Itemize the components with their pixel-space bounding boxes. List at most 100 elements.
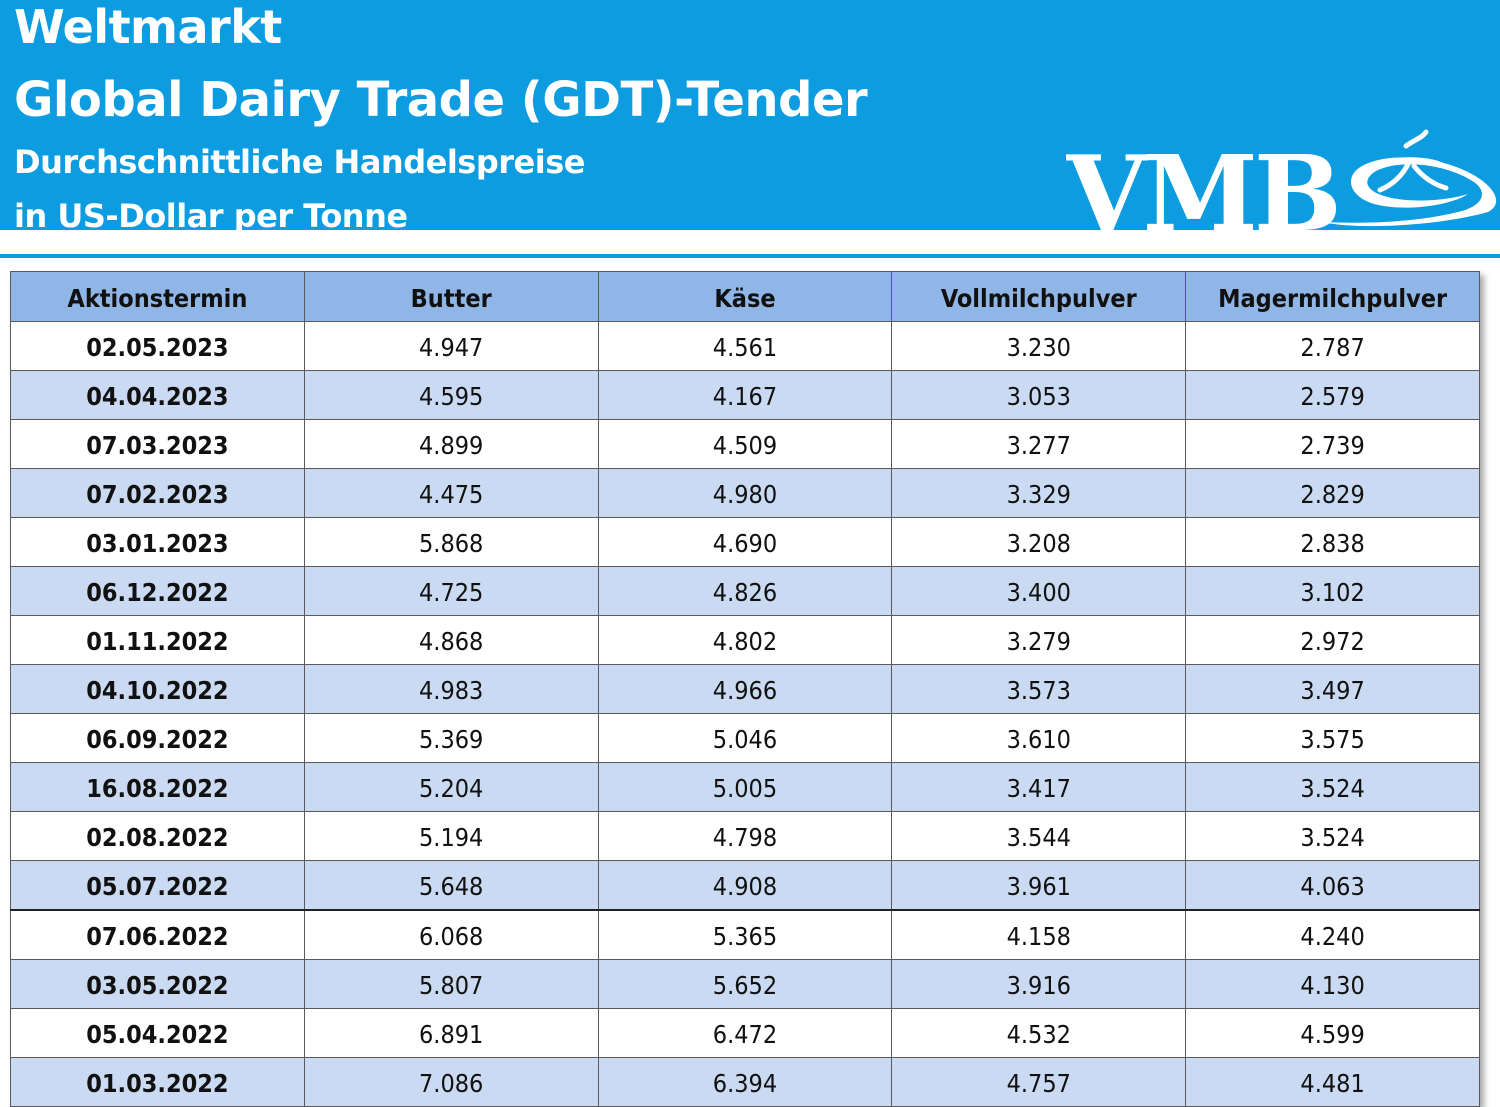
vollmilchpulver-cell: 3.053	[891, 370, 1187, 420]
date-cell: 07.03.2023	[10, 419, 305, 469]
butter-cell: 6.891	[303, 1008, 599, 1058]
vollmilchpulver-cell: 3.961	[891, 860, 1187, 911]
header-banner: Weltmarkt Global Dairy Trade (GDT)-Tende…	[0, 0, 1500, 230]
date-cell: 05.07.2022	[10, 860, 305, 911]
vollmilchpulver-cell: 3.279	[891, 615, 1187, 665]
title-weltmarkt: Weltmarkt	[14, 0, 282, 54]
butter-cell: 4.947	[303, 321, 599, 371]
kaese-cell: 4.980	[597, 468, 893, 518]
butter-cell: 5.807	[303, 959, 599, 1009]
kaese-cell: 4.561	[597, 321, 893, 371]
table-row: 03.01.2023 5.868 4.690 3.208 2.838	[10, 517, 1480, 567]
date-cell: 03.01.2023	[10, 517, 305, 567]
table-body: 02.05.2023 4.947 4.561 3.230 2.787 04.04.2023…	[10, 321, 1480, 1107]
subtitle-unit: in US-Dollar per Tonne	[14, 197, 408, 230]
magermilchpulver-cell: 2.838	[1185, 517, 1480, 567]
table-row: 04.10.2022 4.983 4.966 3.573 3.497	[10, 664, 1480, 714]
date-cell: 04.04.2023	[10, 370, 305, 420]
date-cell: 01.03.2022	[10, 1057, 305, 1107]
table-row: 07.03.2023 4.899 4.509 3.277 2.739	[10, 419, 1480, 469]
magermilchpulver-cell: 2.739	[1185, 419, 1480, 469]
butter-cell: 7.086	[303, 1057, 599, 1107]
col-header-butter: Butter	[303, 271, 599, 322]
butter-cell: 5.648	[303, 860, 599, 911]
table-header-row: Aktionstermin Butter Käse Vollmilchpulve…	[10, 271, 1480, 322]
title-gdt-tender: Global Dairy Trade (GDT)-Tender	[14, 72, 868, 128]
table-row: 02.05.2023 4.947 4.561 3.230 2.787	[10, 321, 1480, 371]
kaese-cell: 5.365	[597, 909, 893, 960]
kaese-cell: 5.652	[597, 959, 893, 1009]
kaese-cell: 4.802	[597, 615, 893, 665]
table-row: 07.06.2022 6.068 5.365 4.158 4.240	[10, 909, 1480, 960]
vollmilchpulver-cell: 3.230	[891, 321, 1187, 371]
kaese-cell: 6.394	[597, 1057, 893, 1107]
vmb-logo-text: VMB	[1066, 138, 1338, 230]
col-header-kaese: Käse	[597, 271, 893, 322]
vmb-logo-swirl-icon	[1322, 129, 1497, 227]
kaese-cell: 4.966	[597, 664, 893, 714]
kaese-cell: 5.005	[597, 762, 893, 812]
magermilchpulver-cell: 2.787	[1185, 321, 1480, 371]
vollmilchpulver-cell: 4.532	[891, 1008, 1187, 1058]
vollmilchpulver-cell: 3.400	[891, 566, 1187, 616]
vollmilchpulver-cell: 3.573	[891, 664, 1187, 714]
date-cell: 02.08.2022	[10, 811, 305, 861]
magermilchpulver-cell: 4.130	[1185, 959, 1480, 1009]
vollmilchpulver-cell: 3.208	[891, 517, 1187, 567]
vollmilchpulver-cell: 3.544	[891, 811, 1187, 861]
kaese-cell: 4.167	[597, 370, 893, 420]
table-row: 07.02.2023 4.475 4.980 3.329 2.829	[10, 468, 1480, 518]
butter-cell: 5.369	[303, 713, 599, 763]
butter-cell: 5.868	[303, 517, 599, 567]
magermilchpulver-cell: 3.524	[1185, 762, 1480, 812]
table-row: 05.07.2022 5.648 4.908 3.961 4.063	[10, 860, 1480, 911]
magermilchpulver-cell: 4.481	[1185, 1057, 1480, 1107]
vollmilchpulver-cell: 3.329	[891, 468, 1187, 518]
table-row: 02.08.2022 5.194 4.798 3.544 3.524	[10, 811, 1480, 861]
kaese-cell: 5.046	[597, 713, 893, 763]
kaese-cell: 4.798	[597, 811, 893, 861]
date-cell: 07.02.2023	[10, 468, 305, 518]
kaese-cell: 4.690	[597, 517, 893, 567]
date-cell: 03.05.2022	[10, 959, 305, 1009]
date-cell: 02.05.2023	[10, 321, 305, 371]
kaese-cell: 4.509	[597, 419, 893, 469]
date-cell: 01.11.2022	[10, 615, 305, 665]
date-cell: 04.10.2022	[10, 664, 305, 714]
date-cell: 16.08.2022	[10, 762, 305, 812]
magermilchpulver-cell: 2.972	[1185, 615, 1480, 665]
date-cell: 06.12.2022	[10, 566, 305, 616]
butter-cell: 4.475	[303, 468, 599, 518]
col-header-vollmilchpulver: Vollmilchpulver	[891, 271, 1187, 322]
vollmilchpulver-cell: 3.610	[891, 713, 1187, 763]
table-row: 03.05.2022 5.807 5.652 3.916 4.130	[10, 959, 1480, 1009]
kaese-cell: 6.472	[597, 1008, 893, 1058]
table-row: 05.04.2022 6.891 6.472 4.532 4.599	[10, 1008, 1480, 1058]
butter-cell: 4.899	[303, 419, 599, 469]
subtitle-handelspreise: Durchschnittliche Handelspreise	[14, 143, 585, 181]
vollmilchpulver-cell: 3.417	[891, 762, 1187, 812]
banner-divider	[0, 254, 1500, 258]
butter-cell: 6.068	[303, 909, 599, 960]
kaese-cell: 4.908	[597, 860, 893, 911]
date-cell: 07.06.2022	[10, 909, 305, 960]
vollmilchpulver-cell: 4.158	[891, 909, 1187, 960]
col-header-magermilchpulver: Magermilchpulver	[1185, 271, 1480, 322]
butter-cell: 4.725	[303, 566, 599, 616]
date-cell: 05.04.2022	[10, 1008, 305, 1058]
magermilchpulver-cell: 4.240	[1185, 909, 1480, 960]
table-row: 16.08.2022 5.204 5.005 3.417 3.524	[10, 762, 1480, 812]
butter-cell: 5.204	[303, 762, 599, 812]
table-row: 06.09.2022 5.369 5.046 3.610 3.575	[10, 713, 1480, 763]
butter-cell: 4.983	[303, 664, 599, 714]
col-header-aktionstermin: Aktionstermin	[10, 271, 305, 322]
magermilchpulver-cell: 3.497	[1185, 664, 1480, 714]
magermilchpulver-cell: 3.575	[1185, 713, 1480, 763]
vollmilchpulver-cell: 4.757	[891, 1057, 1187, 1107]
gdt-price-table: Aktionstermin Butter Käse Vollmilchpulve…	[10, 271, 1480, 1107]
butter-cell: 5.194	[303, 811, 599, 861]
magermilchpulver-cell: 2.829	[1185, 468, 1480, 518]
kaese-cell: 4.826	[597, 566, 893, 616]
magermilchpulver-cell: 4.599	[1185, 1008, 1480, 1058]
magermilchpulver-cell: 2.579	[1185, 370, 1480, 420]
